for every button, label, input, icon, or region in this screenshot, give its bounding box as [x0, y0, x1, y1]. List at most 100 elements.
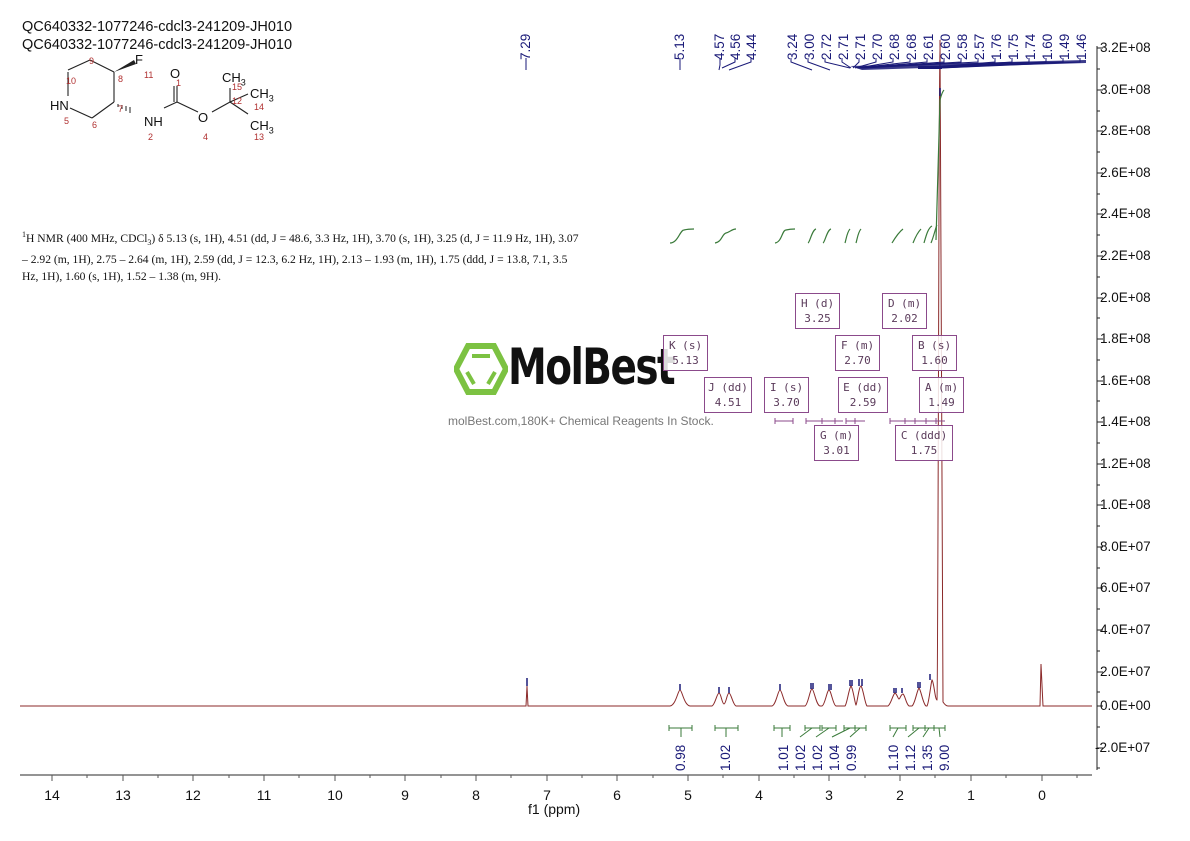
multiplet-box-j: J (dd) 4.51 — [704, 377, 752, 413]
integral-label: 1.02 — [718, 744, 733, 771]
atom-methyl-13: CH3 — [250, 118, 274, 136]
x-tick-label: 3 — [825, 787, 833, 803]
peak-label: 3.24 — [785, 33, 800, 60]
watermark-tagline: molBest.com,180K+ Chemical Reagents In S… — [448, 414, 714, 428]
nmr-description: 1H NMR (400 MHz, CDCl3) δ 5.13 (s, 1H), … — [22, 230, 579, 284]
integral-curves — [669, 89, 945, 244]
peak-label: 2.57 — [972, 33, 987, 60]
x-tick-label: 9 — [401, 787, 409, 803]
y-tick-label: 0.0E+00 — [1100, 698, 1151, 713]
peak-label: 2.61 — [921, 33, 936, 60]
y-tick-label: 8.0E+07 — [1100, 539, 1151, 554]
integral-label: 1.12 — [903, 744, 918, 771]
peak-label: 4.44 — [744, 33, 759, 60]
x-tick-label: 6 — [613, 787, 621, 803]
y-tick-label: 1.2E+08 — [1100, 456, 1151, 471]
atom-ring-nh: HN — [50, 98, 69, 113]
atom-number-11: 11 — [144, 70, 154, 80]
multiplet-box-a: A (m) 1.49 — [919, 377, 964, 413]
atom-number-7: 7 — [118, 104, 124, 114]
peak-label: 2.58 — [955, 33, 970, 60]
peak-label: 3.00 — [802, 33, 817, 60]
multiplet-box-b: B (s) 1.60 — [912, 335, 957, 371]
x-tick-label: 13 — [115, 787, 131, 803]
y-axis-ticks — [1097, 47, 1103, 769]
peak-label: 1.60 — [1040, 33, 1055, 60]
peak-label: 7.29 — [518, 33, 533, 60]
molbest-logo-icon — [454, 343, 508, 395]
atom-number-12: 12 — [232, 96, 243, 106]
peak-markers — [526, 88, 941, 693]
peak-label: 2.68 — [887, 33, 902, 60]
y-tick-label: 2.8E+08 — [1100, 123, 1151, 138]
integral-label: 9.00 — [937, 744, 952, 771]
spectrum-title-1: QC640332-1077246-cdcl3-241209-JH010 — [22, 19, 293, 35]
multiplet-box-h: H (d) 3.25 — [795, 293, 840, 329]
atom-number-8: 8 — [118, 74, 124, 84]
peak-label: 2.70 — [870, 33, 885, 60]
peak-label: 1.76 — [989, 33, 1004, 60]
multiplet-box-e: E (dd) 2.59 — [838, 377, 888, 413]
y-tick-label: 2.6E+08 — [1100, 165, 1151, 180]
integral-label: 1.10 — [886, 744, 901, 771]
integral-label: 1.01 — [776, 744, 791, 771]
x-tick-label: 4 — [755, 787, 763, 803]
y-tick-label: 2.4E+08 — [1100, 206, 1151, 221]
x-tick-label: 2 — [896, 787, 904, 803]
peak-label: 4.56 — [728, 33, 743, 60]
peak-label: 2.60 — [938, 33, 953, 60]
integral-label: 1.35 — [920, 744, 935, 771]
x-tick-label: 11 — [256, 787, 272, 803]
x-axis-label: f1 (ppm) — [528, 801, 581, 817]
peak-label: 4.57 — [712, 33, 727, 60]
atom-number-9: 9 — [89, 56, 95, 66]
multiplet-box-f: F (m) 2.70 — [835, 335, 880, 371]
structure-bonds — [67, 59, 249, 119]
peak-label: 2.71 — [853, 33, 868, 60]
atom-methyl-14: CH3 — [250, 86, 274, 104]
x-tick-label: 0 — [1038, 787, 1046, 803]
y-tick-label: -2.0E+07 — [1095, 740, 1151, 755]
peak-label: 2.72 — [819, 33, 834, 60]
y-tick-label: 3.2E+08 — [1100, 40, 1151, 55]
y-tick-label: 6.0E+07 — [1100, 580, 1151, 595]
atom-number-14: 14 — [254, 102, 265, 112]
y-tick-label: 3.0E+08 — [1100, 82, 1151, 97]
peak-label: 1.75 — [1006, 33, 1021, 60]
atom-number-4: 4 — [203, 132, 209, 142]
spectrum-trace — [20, 39, 1092, 707]
integral-label: 1.02 — [793, 744, 808, 771]
atom-number-15: 15 — [232, 82, 243, 92]
x-tick-label: 5 — [684, 787, 692, 803]
spectrum-title-2: QC640332-1077246-cdcl3-241209-JH010 — [22, 37, 293, 53]
multiplet-box-g: G (m) 3.01 — [814, 425, 859, 461]
atom-number-1: 1 — [176, 78, 182, 88]
atom-ester-oxygen: O — [198, 110, 209, 125]
x-tick-label: 10 — [327, 787, 343, 803]
atom-number-10: 10 — [66, 76, 77, 86]
x-tick-label: 1 — [967, 787, 975, 803]
multiplet-box-c: C (ddd) 1.75 — [895, 425, 953, 461]
y-tick-label: 2.0E+08 — [1100, 290, 1151, 305]
integral-label: 0.98 — [673, 744, 688, 771]
peak-label: 1.49 — [1057, 33, 1072, 60]
integral-label: 1.02 — [810, 744, 825, 771]
y-tick-label: 1.6E+08 — [1100, 373, 1151, 388]
chemical-structure: F O HN NH O CH3 CH3 CH3 1 2 3 4 5 6 7 8 … — [40, 52, 300, 144]
x-tick-label: 7 — [543, 787, 551, 803]
peak-label: 5.13 — [672, 33, 687, 60]
x-tick-label: 12 — [185, 787, 201, 803]
integral-brackets — [668, 725, 946, 738]
atom-methyl-15: CH3 — [222, 70, 246, 88]
peak-label: 1.46 — [1074, 33, 1089, 60]
y-tick-label: 2.0E+07 — [1100, 664, 1151, 679]
y-tick-label: 2.2E+08 — [1100, 248, 1151, 263]
watermark-brand: MolBest — [508, 338, 676, 396]
y-tick-label: 4.0E+07 — [1100, 622, 1151, 637]
y-tick-label: 1.4E+08 — [1100, 414, 1151, 429]
x-tick-label: 14 — [44, 787, 60, 803]
atom-carbonyl-oxygen: O — [170, 66, 181, 81]
multiplet-box-k: K (s) 5.13 — [663, 335, 708, 371]
atom-fluorine: F — [135, 52, 143, 67]
